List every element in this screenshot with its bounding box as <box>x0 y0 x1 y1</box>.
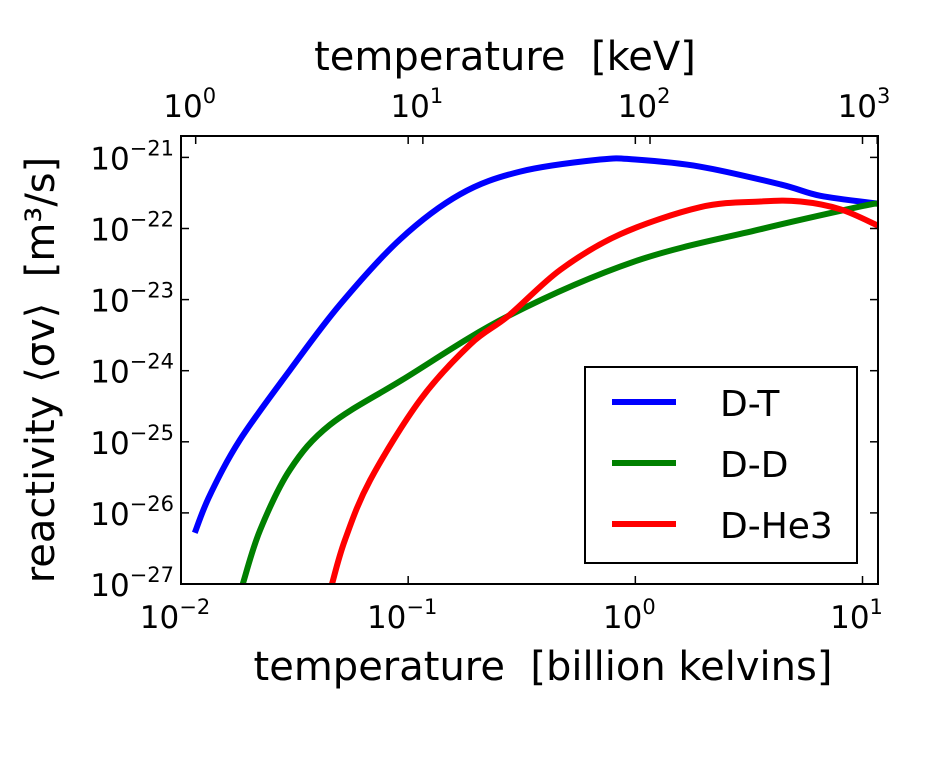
x-tick-label: 100 <box>603 595 656 636</box>
y-tick-label: 10−26 <box>90 492 174 533</box>
y-axis-title: reactivity ⟨σv⟩ [m³/s] <box>18 157 64 584</box>
y-tick-label: 10−24 <box>90 350 174 391</box>
x-top-tick-label: 103 <box>838 84 891 125</box>
y-tick-label: 10−25 <box>90 421 174 462</box>
x-top-tick-label: 102 <box>618 84 671 125</box>
x-tick-label: 101 <box>830 595 883 636</box>
x-top-tick-label: 101 <box>390 84 443 125</box>
legend-label-dd: D-D <box>720 445 788 486</box>
y-tick-label: 10−23 <box>90 279 174 320</box>
series-lines <box>191 155 878 584</box>
plot-frame <box>180 135 879 585</box>
x-tick-label: 10−1 <box>367 595 437 636</box>
y-tick-label: 10−27 <box>90 563 174 604</box>
y-tick-label: 10−22 <box>90 208 174 249</box>
x-axis-top-title: temperature [keV] <box>314 34 696 80</box>
axis-ticks: 10−2 10−1 100 101 100 101 102 103 10−21 10−22 10−2… <box>90 84 890 636</box>
legend-label-dt: D-T <box>720 384 780 425</box>
x-axis-title: temperature [billion kelvins] <box>254 644 833 690</box>
series-line-d-he3 <box>329 197 878 584</box>
series-line-d-t <box>191 155 878 534</box>
x-top-tick-label: 100 <box>163 84 216 125</box>
legend-label-dhe3: D-He3 <box>720 506 833 547</box>
y-tick-label: 10−21 <box>90 136 174 177</box>
x-tick-label: 10−2 <box>140 595 210 636</box>
legend: D-T D-D D-He3 <box>584 366 858 564</box>
